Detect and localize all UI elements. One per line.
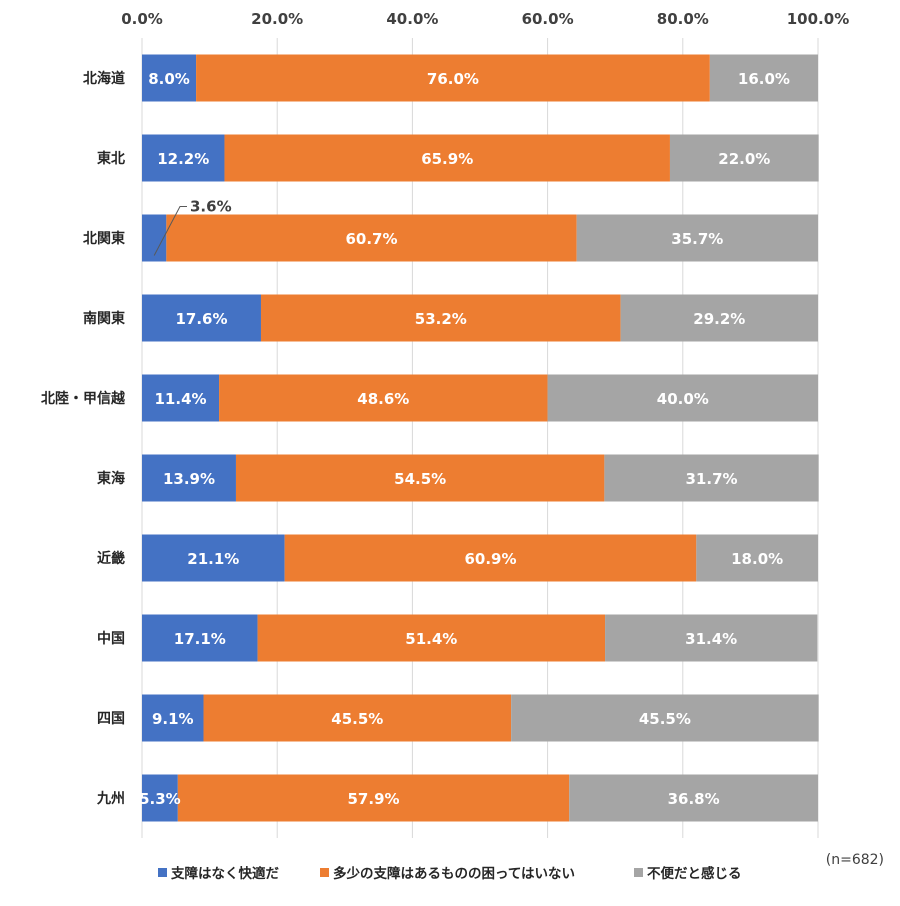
data-labels: 8.0% 76.0% 16.0% 12.2% 65.9% 22.0% 3.6% 60.7% 35…	[139, 70, 790, 808]
data-label: 3.6%	[190, 198, 232, 216]
legend-swatch	[634, 868, 643, 877]
bar-segment	[142, 54, 197, 102]
data-label: 35.7%	[671, 230, 723, 248]
data-label: 17.6%	[175, 310, 227, 328]
bar-segment	[142, 454, 236, 502]
data-label: 29.2%	[693, 310, 745, 328]
bar-segment	[547, 374, 818, 422]
category-label: 中国	[97, 630, 125, 647]
bar-segment	[203, 694, 512, 742]
category-label: 北関東	[83, 230, 125, 247]
legend: 支障はなく快適だ 多少の支障はあるものの困ってはいない 不便だと感じる	[158, 865, 742, 882]
bar-segment	[604, 454, 819, 502]
data-label: 53.2%	[415, 310, 467, 328]
bar-segment	[709, 54, 818, 102]
x-tick-label: 100.0%	[787, 10, 849, 28]
bar-segment	[696, 534, 818, 582]
category-label: 東海	[97, 470, 125, 487]
x-tick-label: 40.0%	[386, 10, 438, 28]
bar-segment	[605, 614, 818, 662]
data-label: 11.4%	[155, 390, 207, 408]
bar-segment	[142, 134, 225, 182]
bar-segment	[142, 694, 204, 742]
data-label: 16.0%	[738, 70, 790, 88]
legend-label: 支障はなく快適だ	[170, 865, 279, 882]
bar-segment	[257, 614, 606, 662]
data-label: 21.1%	[187, 550, 239, 568]
sample-size-note: (n=682)	[826, 852, 884, 868]
data-label: 48.6%	[357, 390, 409, 408]
data-label: 8.0%	[148, 70, 190, 88]
bar-segment	[511, 694, 819, 742]
bars	[142, 54, 819, 822]
category-label: 北海道	[83, 70, 125, 87]
bar-segment	[142, 614, 258, 662]
bar-segment	[219, 374, 548, 422]
bar-segment	[620, 294, 818, 342]
data-label: 57.9%	[348, 790, 400, 808]
bar-segment	[284, 534, 697, 582]
bar-segment	[142, 294, 261, 342]
data-label: 13.9%	[163, 470, 215, 488]
data-label: 5.3%	[139, 790, 181, 808]
category-label: 近畿	[97, 550, 125, 567]
bar-segment	[142, 374, 220, 422]
x-tick-label: 0.0%	[121, 10, 163, 28]
bar-segment	[142, 214, 167, 262]
legend-swatch	[320, 868, 329, 877]
legend-label: 多少の支障はあるものの困ってはいない	[333, 865, 575, 882]
category-label: 四国	[97, 711, 125, 727]
bar-segment	[235, 454, 605, 502]
bar-segment	[576, 214, 818, 262]
data-label: 22.0%	[718, 150, 770, 168]
x-tick-label: 20.0%	[251, 10, 303, 28]
data-label: 45.5%	[639, 710, 691, 728]
data-label: 17.1%	[174, 630, 226, 648]
bar-segment	[196, 54, 710, 102]
bar-segment	[177, 774, 570, 822]
data-label: 51.4%	[405, 630, 457, 648]
data-label: 65.9%	[421, 150, 473, 168]
data-label: 36.8%	[668, 790, 720, 808]
x-axis-ticks: 0.0% 20.0% 40.0% 60.0% 80.0% 100.0%	[121, 10, 849, 28]
data-label: 12.2%	[157, 150, 209, 168]
data-label: 18.0%	[731, 550, 783, 568]
bar-segment	[260, 294, 621, 342]
bar-segment	[142, 534, 285, 582]
category-label: 東北	[97, 150, 125, 167]
data-label: 9.1%	[152, 710, 194, 728]
bar-segment	[569, 774, 818, 822]
data-label: 54.5%	[394, 470, 446, 488]
legend-label: 不便だと感じる	[647, 865, 742, 882]
legend-swatch	[158, 868, 167, 877]
category-label: 南関東	[83, 310, 125, 327]
x-tick-label: 80.0%	[657, 10, 709, 28]
data-label: 60.9%	[464, 550, 516, 568]
data-label: 45.5%	[331, 710, 383, 728]
x-tick-label: 60.0%	[522, 10, 574, 28]
data-label: 76.0%	[427, 70, 479, 88]
bar-segment	[669, 134, 819, 182]
data-label: 31.7%	[686, 470, 738, 488]
category-label: 九州	[96, 791, 125, 807]
data-label: 40.0%	[657, 390, 709, 408]
bar-segment	[142, 774, 178, 822]
category-label: 北陸・甲信越	[41, 390, 126, 407]
bar-segment	[166, 214, 577, 262]
data-label: 60.7%	[345, 230, 397, 248]
data-label: 31.4%	[685, 630, 737, 648]
leader-line	[153, 206, 187, 256]
bar-segment	[224, 134, 670, 182]
